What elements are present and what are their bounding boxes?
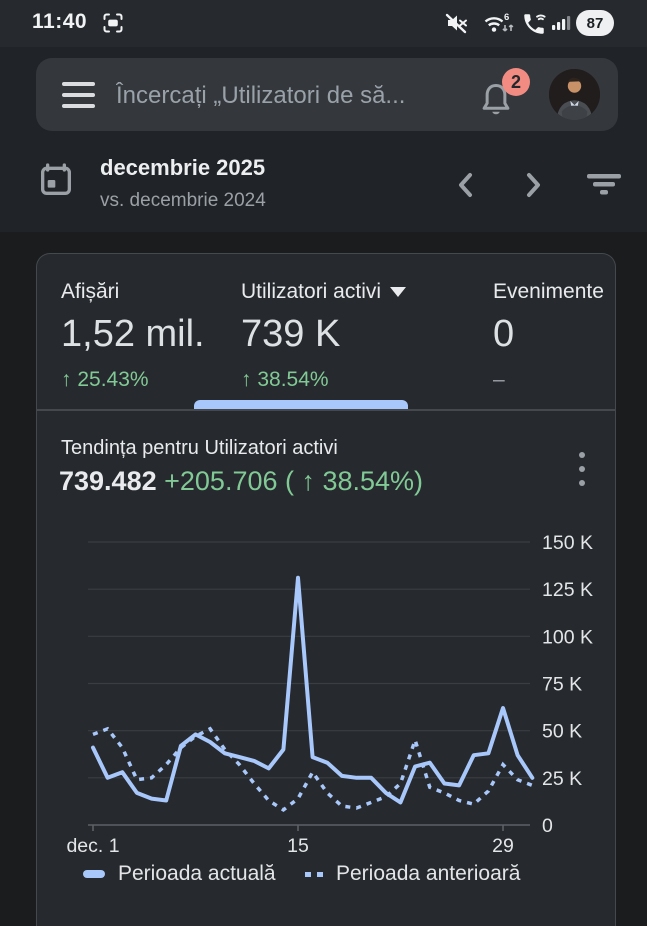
previous-line [92,726,533,813]
metric-impressions[interactable]: Afișări 1,52 mil. ↑ 25.43% [61,280,236,392]
x-axis-label: dec. 1 [66,835,119,857]
metric-active-users[interactable]: Utilizatori activi 739 K ↑ 38.54% [241,280,416,392]
metric-label: Utilizatori activi [241,280,416,304]
x-axis-label: 15 [287,835,309,857]
chart-legend: Perioada actuală Perioada anterioară [0,862,647,902]
notifications-button[interactable]: 2 [471,68,530,122]
metric-label: Evenimente [493,280,604,303]
clock: 11:40 [32,10,88,33]
wifi6-icon: 6 [482,11,514,35]
account-avatar[interactable] [549,69,600,120]
x-axis-label: 29 [492,835,514,857]
card-divider [37,409,615,411]
chart-x-axis: dec. 1 15 29 [66,825,514,857]
notification-count: 2 [510,71,521,92]
previous-period-button[interactable] [452,168,480,207]
date-selector: decembrie 2025 vs. decembrie 2024 [0,140,647,232]
solid-line-sample [83,870,105,878]
screenshot-icon [101,11,125,35]
legend-previous: Perioada anterioară [305,862,520,886]
wifi-calling-icon [521,11,547,35]
y-axis-label: 150 K [542,532,593,554]
metric-value: 0 [493,313,515,355]
legend-current-label: Perioada actuală [118,862,276,885]
bell-icon [482,83,510,115]
metric-label: Afișări [61,280,120,303]
trend-chart[interactable]: 0 25 K 50 K 75 K 100 K 125 K 150 K dec. 1 15 29 [0,520,647,860]
y-axis-label: 0 [542,815,553,837]
y-axis-label: 75 K [542,674,582,696]
svg-text:6: 6 [504,12,509,23]
calendar-icon[interactable] [36,160,76,205]
mute-icon [444,11,470,35]
chart-y-axis-labels: 0 25 K 50 K 75 K 100 K 125 K 150 K [542,532,593,837]
metric-value: 1,52 mil. [61,313,205,355]
chart-gridlines [88,541,530,826]
battery-percent: 87 [586,14,604,32]
dotted-line-sample [305,871,323,877]
current-line [91,575,535,805]
trend-title: Tendința pentru Utilizatori activi [61,437,338,459]
next-period-button[interactable] [519,168,547,207]
notification-badge: 2 [502,68,530,96]
metric-events[interactable]: Evenimente 0 – [493,280,647,392]
filter-icon[interactable] [586,170,622,205]
app-header: 2 [0,47,647,140]
selected-metric-indicator [194,400,408,409]
chart-options-button[interactable] [565,446,601,494]
search-bar[interactable]: 2 [36,58,618,131]
metric-delta: – [493,368,505,391]
avatar-photo [549,69,600,120]
trend-delta: +205.706 ( ↑ 38.54%) [164,466,424,496]
y-axis-label: 50 K [542,721,582,743]
metric-value: 739 K [241,313,341,355]
metric-delta: ↑ 38.54% [241,368,329,391]
menu-button[interactable] [62,82,95,108]
chevron-down-icon[interactable] [390,287,407,297]
trend-total: 739.482 [59,466,157,496]
legend-previous-label: Perioada anterioară [336,862,521,885]
battery-indicator: 87 [576,10,614,36]
signal-icon [551,11,573,35]
y-axis-label: 125 K [542,579,593,601]
report-content: Afișări 1,52 mil. ↑ 25.43% Utilizatori a… [0,232,647,926]
metric-delta: ↑ 25.43% [61,368,149,391]
trend-summary: 739.482 +205.706 ( ↑ 38.54%) [59,466,423,497]
y-axis-label: 100 K [542,626,593,648]
legend-current: Perioada actuală [83,862,276,886]
status-bar: 11:40 6 [0,0,647,47]
selected-period[interactable]: decembrie 2025 [100,155,266,180]
search-input[interactable] [114,66,468,125]
comparison-period: vs. decembrie 2024 [100,190,266,211]
y-axis-label: 25 K [542,768,582,790]
